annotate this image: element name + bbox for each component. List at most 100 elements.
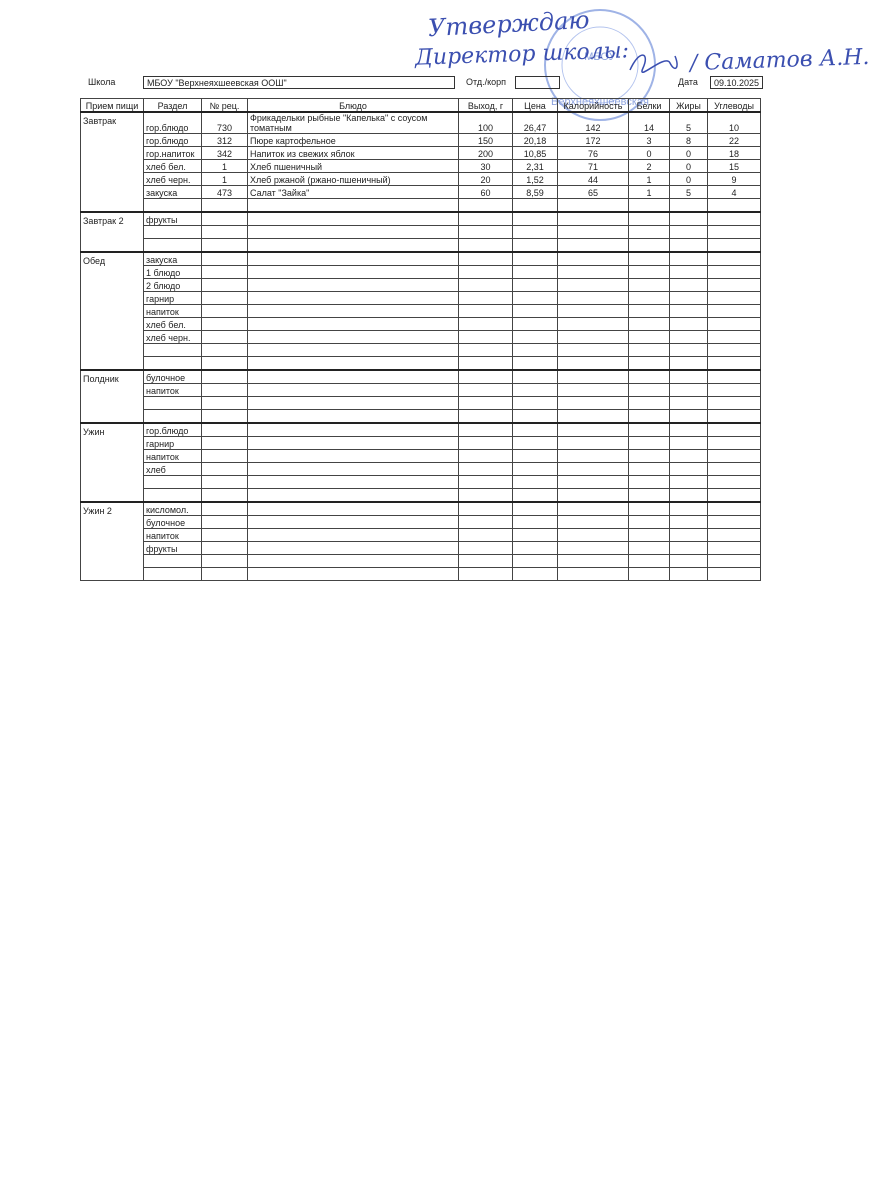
recipe-cell	[201, 475, 248, 489]
recipe-cell: 1	[201, 172, 248, 186]
dish-cell	[247, 396, 459, 410]
table-row	[81, 356, 761, 371]
recipe-cell	[201, 278, 248, 292]
table-row: Обед закуска	[80, 251, 761, 371]
section-cell	[143, 409, 202, 424]
recipe-cell	[201, 356, 248, 371]
protein-cell	[628, 462, 670, 476]
column-header: Выход, г	[458, 98, 513, 113]
recipe-cell	[201, 436, 248, 450]
fat-cell: 0	[669, 159, 708, 173]
dish-cell: Напиток из свежих яблок	[247, 146, 459, 160]
approval-signer: / Саматов А.Н.	[689, 44, 870, 77]
protein-cell	[628, 422, 670, 437]
price-cell	[512, 356, 558, 371]
kcal-cell	[557, 501, 629, 516]
table-row	[81, 238, 761, 253]
kcal-cell	[557, 567, 629, 581]
section-cell: напиток	[143, 304, 202, 318]
price-cell: 8,59	[512, 185, 558, 199]
carbs-cell	[707, 436, 761, 450]
dept-box	[515, 76, 560, 89]
section-cell: гарнир	[143, 436, 202, 450]
yield-cell	[458, 291, 513, 305]
yield-cell	[458, 238, 513, 253]
fat-cell	[669, 238, 708, 253]
price-cell	[512, 278, 558, 292]
protein-cell: 1	[628, 172, 670, 186]
price-cell	[512, 369, 558, 384]
menu-table: Прием пищи Раздел № рец. Блюдо Выход, г Цена К…	[80, 98, 761, 581]
yield-cell	[458, 462, 513, 476]
section-cell: 2 блюдо	[143, 278, 202, 292]
yield-cell: 100	[458, 111, 513, 134]
yield-cell	[458, 449, 513, 463]
yield-cell	[458, 317, 513, 331]
dish-cell	[247, 475, 459, 489]
recipe-cell	[201, 449, 248, 463]
carbs-cell	[707, 251, 761, 266]
section-cell: гор.блюдо	[143, 133, 202, 147]
recipe-cell	[201, 396, 248, 410]
fat-cell	[669, 198, 708, 213]
protein-cell	[628, 251, 670, 266]
price-cell	[512, 501, 558, 516]
column-header: Блюдо	[247, 98, 459, 113]
protein-cell: 3	[628, 133, 670, 147]
table-row: хлеб бел.	[81, 317, 761, 331]
kcal-cell	[557, 436, 629, 450]
protein-cell	[628, 396, 670, 410]
fat-cell	[669, 475, 708, 489]
table-row: напиток	[81, 383, 761, 397]
dish-cell	[247, 343, 459, 357]
carbs-cell	[707, 225, 761, 239]
column-header: Прием пищи	[80, 98, 144, 113]
price-cell	[512, 567, 558, 581]
meal-cell: Обед	[80, 251, 144, 371]
recipe-cell: 342	[201, 146, 248, 160]
carbs-cell: 15	[707, 159, 761, 173]
section-cell	[143, 488, 202, 503]
column-header: Углеводы	[707, 98, 761, 113]
recipe-cell	[201, 317, 248, 331]
dish-cell	[247, 554, 459, 568]
header-row: Прием пищи Раздел № рец. Блюдо Выход, г Цена К…	[80, 98, 761, 113]
price-cell	[512, 436, 558, 450]
column-header: № рец.	[201, 98, 248, 113]
recipe-cell	[201, 238, 248, 253]
kcal-cell	[557, 198, 629, 213]
recipe-cell: 730	[201, 111, 248, 134]
yield-cell	[458, 567, 513, 581]
price-cell: 20,18	[512, 133, 558, 147]
recipe-cell	[201, 225, 248, 239]
dish-cell	[247, 383, 459, 397]
price-cell	[512, 409, 558, 424]
column-header: Жиры	[669, 98, 708, 113]
dish-cell	[247, 449, 459, 463]
recipe-cell: 473	[201, 185, 248, 199]
section-cell	[143, 475, 202, 489]
fat-cell: 8	[669, 133, 708, 147]
kcal-cell: 65	[557, 185, 629, 199]
carbs-cell	[707, 317, 761, 331]
table-row: Ужин гор.блюдо	[80, 422, 761, 503]
dish-cell	[247, 409, 459, 424]
fat-cell	[669, 462, 708, 476]
section-cell	[143, 567, 202, 581]
carbs-cell	[707, 369, 761, 384]
kcal-cell	[557, 317, 629, 331]
price-cell	[512, 317, 558, 331]
recipe-cell	[201, 369, 248, 384]
fat-cell	[669, 409, 708, 424]
price-cell	[512, 488, 558, 503]
meal-cell: Завтрак 2	[80, 211, 144, 253]
price-cell: 10,85	[512, 146, 558, 160]
dish-cell	[247, 422, 459, 437]
dish-cell	[247, 251, 459, 266]
yield-cell	[458, 475, 513, 489]
fat-cell	[669, 488, 708, 503]
kcal-cell	[557, 554, 629, 568]
recipe-cell	[201, 528, 248, 542]
carbs-cell	[707, 501, 761, 516]
yield-cell	[458, 225, 513, 239]
